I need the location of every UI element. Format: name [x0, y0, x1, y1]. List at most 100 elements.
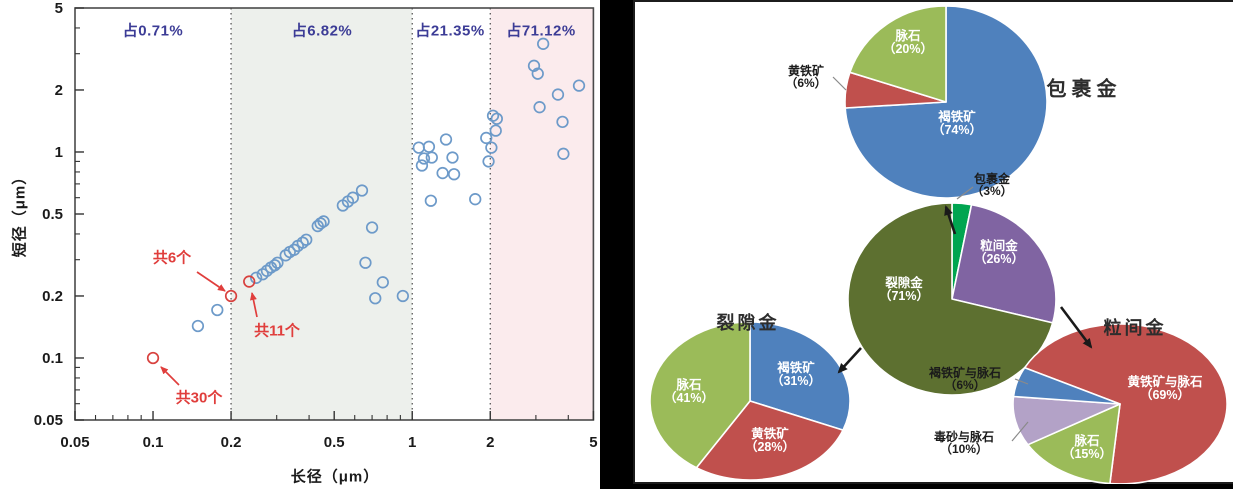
- pie-link-arrow: [1059, 306, 1093, 349]
- scatter-point-blue: [482, 155, 495, 168]
- pie-slice-label-pct: （20%）: [883, 41, 933, 56]
- scatter-point-blue: [346, 191, 359, 204]
- pie-bottom-left-slice-黄铁矿: [695, 400, 844, 481]
- scatter-point-blue: [551, 88, 565, 101]
- annotation-count-30: 共30个: [175, 389, 223, 407]
- pie-slice-label-pct: （31%）: [771, 373, 821, 388]
- annotation-arrow: [250, 292, 258, 318]
- scatter-point-red: [224, 289, 238, 303]
- zone-label-3: 占21.35%: [415, 22, 485, 40]
- scatter-point-blue: [490, 112, 503, 125]
- annotation-arrow: [160, 366, 180, 386]
- scatter-point-blue: [485, 141, 498, 154]
- zone-band-3: [412, 8, 491, 420]
- scatter-point-blue: [447, 168, 461, 181]
- y-tick-label: 2: [55, 82, 63, 99]
- x-tick-label: 0.2: [221, 434, 242, 451]
- annotation-count-6: 共6个: [152, 249, 192, 267]
- annotation-count-11: 共11个: [254, 322, 300, 340]
- x-tick-label: 0.05: [60, 434, 89, 451]
- pie-slice-label: 黄铁矿: [751, 426, 789, 441]
- pie-slice-label: 黄铁矿与脉石: [1127, 374, 1202, 389]
- pie-charts: 褐铁矿（74%）脉石（20%）粒间金（26%）裂隙金（71%）褐铁矿（31%）黄…: [649, 5, 1228, 484]
- scatter-point-blue: [271, 256, 284, 269]
- x-axis-title: 长径（μm）: [290, 468, 380, 486]
- scatter-point-blue: [446, 151, 459, 164]
- pie-title-baoguo: 包裹金: [1046, 78, 1122, 101]
- pie-bottom-right-slice-脉石: [1027, 403, 1121, 484]
- pie-center-slice-裂隙金: [847, 202, 1054, 396]
- scatter-point-blue: [396, 289, 409, 303]
- pie-slice-label-pct: （28%）: [745, 439, 795, 454]
- x-tick-label: 2: [486, 434, 494, 451]
- y-tick-label: 5: [55, 0, 63, 17]
- scatter-point-blue: [422, 140, 436, 153]
- callout-connector: [1011, 421, 1029, 442]
- scatter-point-blue: [250, 271, 263, 284]
- pie-title-lijian: 粒间金: [1103, 318, 1167, 338]
- pie-slice-label: 褐铁矿: [776, 360, 815, 375]
- pie-slice-label-pct: （71%）: [879, 288, 929, 303]
- pie-slice-label: 粒间金: [980, 238, 1018, 253]
- scatter-point-blue: [469, 193, 482, 206]
- pie-slice-label: 褐铁矿: [937, 109, 976, 124]
- zone-band-1: [75, 8, 232, 420]
- scatter-point-blue: [556, 115, 569, 129]
- callout-connector: [832, 76, 847, 91]
- callout-connector: [1014, 378, 1029, 385]
- pie-slice-label-pct: （74%）: [932, 122, 982, 137]
- scatter-point-blue: [415, 159, 429, 172]
- zone-band-2: [231, 8, 413, 420]
- scatter-plot: 0.05 0.05 0.1 0.1 0.2 0.2 0.5 0.5 1 1 2 2 5 5: [34, 0, 598, 451]
- scatter-panel: 0.05 0.05 0.1 0.1 0.2 0.2 0.5 0.5 1 1 2 2 5 5 占0.71% …: [0, 0, 600, 489]
- scatter-point-blue: [268, 259, 281, 272]
- pie-bottom-right-slice-黄铁矿与脉石: [1023, 323, 1228, 484]
- pies-panel: 褐铁矿 （74%） 脉石 （20%） 粒间金 （26%） 裂隙金 （71%） 褐铁矿 （31%）黄…: [633, 0, 1233, 484]
- y-axis-title: 短径（μm）: [11, 168, 29, 258]
- scatter-point-blue: [296, 236, 309, 249]
- pie-title-liexi: 裂隙金: [716, 313, 780, 333]
- scatter-point-blue: [300, 233, 313, 246]
- pie-top-slice-脉石: [849, 5, 947, 103]
- pie-bottom-left-slice-脉石: [649, 321, 751, 469]
- pie-slice-label-pct: （69%）: [1140, 387, 1190, 402]
- scatter-point-red: [243, 275, 256, 288]
- pie-center-slice-粒间金: [951, 203, 1057, 324]
- pie-slice-label-pct: （26%）: [974, 251, 1024, 266]
- pie-link-arrow: [837, 347, 862, 374]
- scatter-point-blue: [480, 131, 493, 145]
- pie-slice-label: 脉石: [675, 377, 701, 392]
- x-tick-label: 5: [589, 434, 597, 451]
- scatter-point-blue: [191, 319, 205, 333]
- y-tick-label: 0.5: [42, 206, 63, 223]
- scatter-point-blue: [489, 124, 502, 137]
- x-tick-label: 1: [408, 434, 416, 451]
- scatter-point-blue: [486, 109, 500, 122]
- pie-slice-label: 脉石: [1073, 433, 1099, 448]
- scatter-point-blue: [355, 184, 369, 197]
- scatter-point-blue: [425, 151, 438, 164]
- scatter-point-blue: [537, 37, 550, 50]
- scatter-point-blue: [436, 166, 449, 180]
- scatter-point-blue: [533, 101, 546, 114]
- y-tick-label: 1: [55, 144, 63, 161]
- scatter-point-red: [146, 351, 160, 365]
- pie-slice-label: 脉石: [894, 28, 920, 43]
- x-tick-label: 0.5: [324, 434, 345, 451]
- callout-connector: [956, 186, 974, 200]
- pie-link-arrow: [944, 205, 957, 235]
- scatter-point-blue: [557, 147, 570, 160]
- pie-slice-label: 裂隙金: [884, 275, 923, 290]
- scatter-point-blue: [439, 133, 453, 146]
- zone-label-4: 占71.12%: [506, 22, 576, 40]
- scatter-point-blue: [365, 221, 379, 234]
- scatter-point-blue: [359, 256, 372, 269]
- y-tick-label: 0.05: [34, 412, 63, 429]
- scatter-point-blue: [531, 67, 544, 80]
- scatter-point-blue: [424, 194, 438, 207]
- scatter-point-blue: [417, 152, 431, 165]
- scatter-point-blue: [317, 215, 330, 228]
- callout-baoguo-3: 包裹金 （3%）: [971, 172, 1013, 198]
- zone-label-1: 占0.71%: [122, 22, 184, 40]
